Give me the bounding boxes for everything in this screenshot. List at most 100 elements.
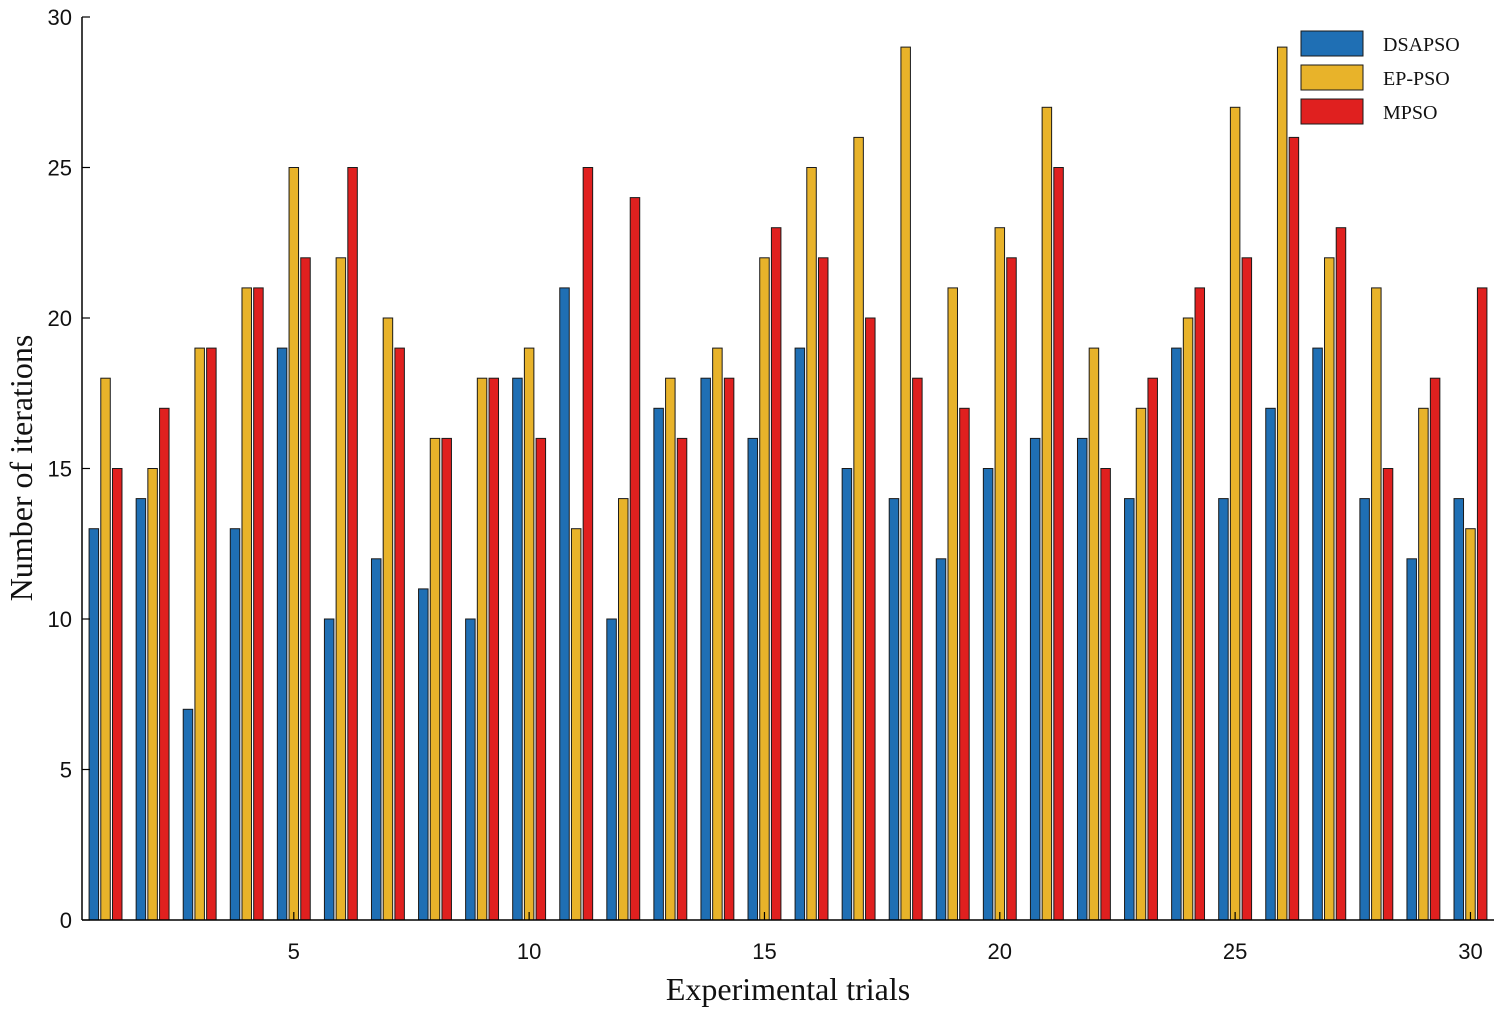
bar-dsapso-14 xyxy=(700,377,711,921)
legend-swatch-mpso xyxy=(1300,98,1364,125)
bar-dsapso-26 xyxy=(1265,407,1276,921)
bar-ep-pso-15 xyxy=(759,257,770,921)
y-tick-label: 0 xyxy=(60,908,72,933)
bar-ep-pso-27 xyxy=(1324,257,1335,921)
bar-mpso-16 xyxy=(817,257,829,921)
bar-ep-pso-19 xyxy=(947,287,958,921)
bar-mpso-9 xyxy=(488,377,500,921)
bar-mpso-18 xyxy=(912,377,923,921)
y-tick-label: 30 xyxy=(48,5,72,30)
y-tick-label: 25 xyxy=(48,156,72,181)
bar-mpso-21 xyxy=(1053,167,1064,921)
bar-ep-pso-23 xyxy=(1135,407,1147,921)
bar-ep-pso-5 xyxy=(288,167,300,921)
x-tick-label: 5 xyxy=(288,939,300,964)
legend-label-dsapso: DSAPSO xyxy=(1383,34,1460,56)
bar-ep-pso-4 xyxy=(241,287,252,921)
bar-dsapso-2 xyxy=(135,498,147,921)
bar-mpso-1 xyxy=(111,468,123,921)
bar-mpso-15 xyxy=(770,227,782,921)
bar-mpso-12 xyxy=(629,197,641,921)
bars-layer xyxy=(88,46,1488,921)
bar-ep-pso-1 xyxy=(100,377,111,921)
bar-dsapso-24 xyxy=(1171,347,1182,921)
bar-dsapso-25 xyxy=(1218,498,1229,921)
bar-dsapso-11 xyxy=(559,287,570,921)
bar-dsapso-27 xyxy=(1312,347,1323,921)
bar-dsapso-23 xyxy=(1124,498,1135,921)
bar-ep-pso-6 xyxy=(335,257,347,921)
bar-ep-pso-26 xyxy=(1276,46,1288,921)
bar-mpso-17 xyxy=(865,317,876,921)
bar-ep-pso-13 xyxy=(665,377,676,921)
bar-dsapso-29 xyxy=(1406,558,1417,921)
bar-dsapso-8 xyxy=(418,588,429,921)
bar-ep-pso-17 xyxy=(853,136,864,921)
bar-ep-pso-24 xyxy=(1182,317,1194,921)
bar-dsapso-5 xyxy=(276,347,288,921)
bar-ep-pso-16 xyxy=(806,167,817,921)
legend-label-mpso: MPSO xyxy=(1383,102,1437,124)
bar-ep-pso-2 xyxy=(147,468,158,921)
bar-dsapso-22 xyxy=(1076,437,1088,921)
bar-dsapso-16 xyxy=(794,347,806,921)
bar-ep-pso-21 xyxy=(1041,106,1053,921)
bar-ep-pso-12 xyxy=(618,498,629,921)
bar-mpso-23 xyxy=(1147,377,1158,921)
bar-mpso-27 xyxy=(1335,227,1347,921)
bar-dsapso-13 xyxy=(653,407,664,921)
bar-dsapso-20 xyxy=(982,468,994,921)
bar-mpso-7 xyxy=(394,347,405,921)
bar-ep-pso-18 xyxy=(900,46,911,921)
bar-mpso-28 xyxy=(1382,468,1394,921)
bar-mpso-4 xyxy=(253,287,264,921)
y-tick-label: 20 xyxy=(48,306,72,331)
y-tick-label: 15 xyxy=(48,457,72,482)
bar-mpso-26 xyxy=(1288,136,1300,921)
bar-mpso-6 xyxy=(347,167,358,921)
bar-ep-pso-3 xyxy=(194,347,205,921)
bar-ep-pso-8 xyxy=(429,437,441,921)
bar-dsapso-17 xyxy=(841,468,853,921)
bar-mpso-14 xyxy=(723,377,735,921)
bar-dsapso-1 xyxy=(88,528,100,921)
bar-dsapso-30 xyxy=(1453,498,1465,921)
bar-mpso-10 xyxy=(535,437,547,921)
bar-ep-pso-20 xyxy=(994,227,1006,921)
bar-mpso-24 xyxy=(1194,287,1206,921)
bar-dsapso-21 xyxy=(1029,437,1041,921)
x-tick-label: 15 xyxy=(752,939,776,964)
y-axis-title: Number of iterations xyxy=(3,335,39,602)
bar-mpso-8 xyxy=(441,437,452,921)
bar-mpso-3 xyxy=(206,347,217,921)
bar-mpso-30 xyxy=(1476,287,1488,921)
y-tick-label: 10 xyxy=(48,607,72,632)
bar-dsapso-18 xyxy=(888,498,900,921)
bar-ep-pso-9 xyxy=(476,377,488,921)
bar-ep-pso-30 xyxy=(1465,528,1476,921)
bar-mpso-29 xyxy=(1429,377,1441,921)
bar-dsapso-10 xyxy=(512,377,523,921)
bar-mpso-2 xyxy=(159,407,170,921)
bar-ep-pso-28 xyxy=(1371,287,1382,921)
bar-dsapso-9 xyxy=(465,618,476,921)
bar-ep-pso-22 xyxy=(1088,347,1100,921)
legend-label-ep-pso: EP-PSO xyxy=(1383,68,1450,90)
x-axis-title: Experimental trials xyxy=(666,971,910,1007)
x-tick-label: 25 xyxy=(1223,939,1247,964)
bar-dsapso-12 xyxy=(606,618,617,921)
x-tick-label: 30 xyxy=(1458,939,1482,964)
bar-mpso-22 xyxy=(1100,468,1111,921)
bar-mpso-25 xyxy=(1241,257,1253,921)
x-tick-label: 10 xyxy=(517,939,541,964)
bar-mpso-13 xyxy=(676,437,688,921)
bar-dsapso-28 xyxy=(1359,498,1370,921)
bar-dsapso-7 xyxy=(370,558,382,921)
bar-ep-pso-7 xyxy=(382,317,394,921)
bar-dsapso-15 xyxy=(747,437,759,921)
bar-mpso-11 xyxy=(582,167,594,921)
bar-mpso-19 xyxy=(959,407,970,921)
bar-ep-pso-11 xyxy=(570,528,582,921)
